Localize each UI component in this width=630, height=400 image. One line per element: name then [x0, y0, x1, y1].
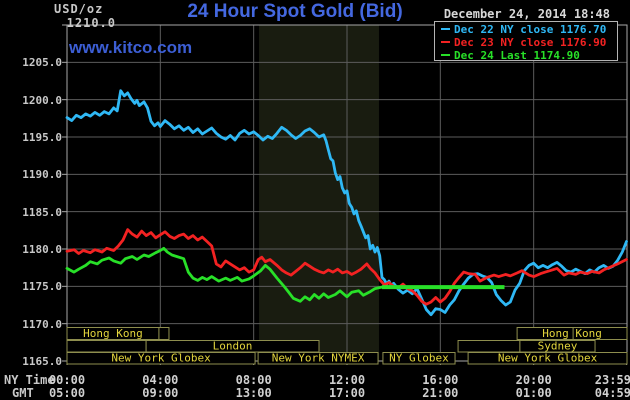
market-session-box: [516, 327, 628, 340]
market-session-label: New York Globex: [498, 352, 598, 365]
legend-entry: Dec 23 NY close 1176.90: [441, 36, 617, 49]
legend-entry-label: Dec 24 Last 1174.90: [454, 49, 580, 62]
market-session-box: [66, 340, 147, 353]
market-session-label: London: [213, 340, 253, 353]
x-tick-label-ny: 16:00: [422, 373, 459, 387]
y-tick-label: 1165.0: [22, 355, 62, 368]
market-session-box: [467, 352, 628, 365]
nymex-session-band: [259, 25, 379, 361]
x-tick-label-gmt: 01:00: [515, 386, 552, 400]
x-tick-label-ny: 04:00: [142, 373, 179, 387]
market-session-label: New York Globex: [111, 352, 211, 365]
market-session-label: Hong Kong: [542, 327, 602, 340]
legend-series-dash-icon: [441, 27, 450, 30]
series-line-dec24: [65, 246, 384, 303]
market-session-box: [457, 340, 521, 353]
y-tick-label: 1180.0: [22, 243, 62, 256]
market-session-label: Sydney: [538, 340, 578, 353]
x-tick-label-ny: 08:00: [235, 373, 272, 387]
page-title: 24 Hour Spot Gold (Bid): [187, 1, 403, 22]
x-tick-label-ny: 20:00: [515, 373, 552, 387]
legend-entry: Dec 22 NY close 1176.70: [441, 23, 617, 36]
x-tick-label-ny: 12:00: [328, 373, 366, 387]
market-session-box: [66, 352, 256, 365]
x-tick-label-ny: 00:00: [48, 373, 86, 387]
x-tick-label-gmt: 13:00: [235, 386, 272, 400]
x-tick-label-gmt: 21:00: [422, 386, 459, 400]
y-tick-label: 1200.0: [22, 93, 62, 107]
y-axis-top-tick-label: 1210.0: [66, 16, 116, 30]
x-tick-label-ny: 23:59: [594, 373, 630, 387]
legend-series-dash-icon: [441, 40, 450, 43]
series-line-dec23: [65, 228, 628, 306]
series-line-dec22: [65, 89, 628, 317]
x-tick-label-gmt: 04:59: [594, 386, 630, 400]
y-tick-label: 1205.0: [22, 56, 62, 70]
legend-box: Dec 22 NY close 1176.70 Dec 23 NY close 1…: [434, 21, 618, 62]
chart-datetime: December 24, 2014 18:48: [443, 7, 610, 21]
y-tick-label: 1175.0: [22, 280, 62, 294]
x-tick-label-gmt: 05:00: [48, 386, 86, 400]
y-tick-label: 1190.0: [22, 168, 62, 182]
market-session-box: [158, 327, 170, 340]
market-session-box: [257, 352, 379, 365]
x-axis-ny-time-label: NY Time: [4, 373, 55, 387]
y-tick-label: 1170.0: [22, 317, 62, 331]
market-session-label: New York NYMEX: [272, 352, 365, 365]
x-tick-label-gmt: 09:00: [142, 386, 179, 400]
market-session-label: Hong Kong: [83, 327, 143, 340]
x-axis-gmt-label: GMT: [12, 386, 34, 400]
legend-entry: Dec 24 Last 1174.90: [441, 49, 617, 62]
market-session-label: NY Globex: [389, 352, 449, 365]
legend-entry-label: Dec 23 NY close 1176.90: [454, 36, 607, 49]
y-axis-units-label: USD/oz: [54, 2, 104, 16]
market-session-box: [382, 352, 456, 365]
legend-series-dash-icon: [441, 53, 450, 56]
y-tick-label: 1185.0: [22, 205, 62, 219]
legend-entry-label: Dec 22 NY close 1176.70: [454, 23, 607, 36]
kitco-watermark-link[interactable]: www.kitco.com: [69, 38, 193, 57]
y-tick-label: 1195.0: [22, 131, 62, 144]
x-tick-label-gmt: 17:00: [328, 386, 366, 400]
